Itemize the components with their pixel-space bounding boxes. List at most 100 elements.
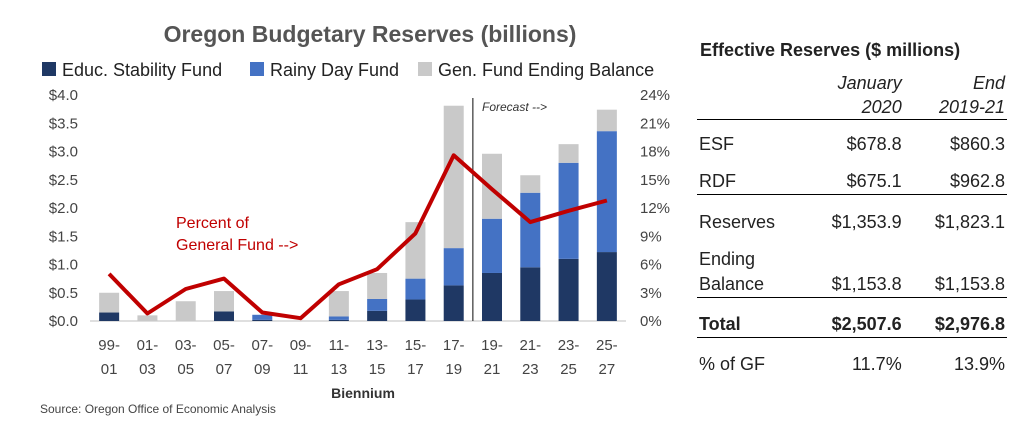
legend-swatch — [250, 62, 264, 76]
x-tick-label: 19 — [445, 361, 462, 378]
y-tick-label: $1.0 — [49, 257, 78, 274]
bar-segment — [596, 252, 617, 321]
bar-segment — [99, 292, 120, 313]
x-tick-label: 21- — [519, 337, 541, 354]
bar-segment — [367, 298, 388, 311]
row-value: $1,153.8 — [934, 273, 1005, 294]
table-header-row-2: 2020 2019-21 — [697, 95, 1007, 120]
row-value: $1,353.9 — [800, 194, 904, 235]
row-value: 11.7% — [800, 336, 904, 377]
bar-segment — [443, 248, 464, 286]
row-value: $678.8 — [846, 134, 902, 154]
x-axis-labels: 99- 01 01- 03 03- 05 05- 07 07- 09 09- 11 11- 13 13- 15… — [98, 337, 617, 378]
chart-legend: Educ. Stability Fund Rainy Day Fund Gen. F… — [42, 60, 654, 80]
x-tick-label: 11 — [293, 361, 309, 378]
y-tick-label: $2.0 — [49, 200, 78, 217]
row-value: $675.1 — [846, 171, 902, 191]
bar-segment — [558, 258, 579, 321]
legend-label: Rainy Day Fund — [270, 60, 399, 80]
bar-segment — [252, 319, 273, 321]
y2-tick-label: 6% — [640, 257, 662, 274]
bar-segment — [328, 316, 349, 320]
bar-segment — [367, 310, 388, 321]
percent-annotation-line2: General Fund --> — [176, 237, 298, 254]
bar-segment — [443, 105, 464, 249]
bar-segment — [405, 278, 426, 300]
x-axis-title: Biennium — [331, 385, 395, 401]
x-tick-label: 25 — [560, 361, 577, 378]
x-tick-label: 19- — [481, 337, 503, 354]
bar-segment — [328, 319, 349, 321]
y-tick-label: $0.0 — [49, 313, 78, 330]
chart-title: Oregon Budgetary Reserves (billions) — [164, 21, 577, 47]
x-tick-label: 21 — [484, 361, 501, 378]
x-tick-label: 17- — [443, 337, 465, 354]
x-tick-label: 09 — [254, 361, 271, 378]
bar-segment — [214, 311, 234, 321]
x-tick-label: 13- — [366, 337, 388, 354]
bar-segment — [367, 272, 388, 299]
table-row-esf: ESF $678.8 $860.3 — [697, 132, 1007, 157]
x-tick-label: 05 — [177, 361, 194, 378]
col1-header-line1: January — [837, 73, 902, 93]
table-row-pct-gf: % of GF 11.7% 13.9% — [697, 336, 1007, 377]
y-tick-label: $2.5 — [49, 172, 78, 189]
source-note: Source: Oregon Office of Economic Analys… — [40, 402, 276, 416]
bar-segment — [482, 272, 502, 321]
x-tick-label: 01 — [101, 361, 118, 378]
legend-label: Educ. Stability Fund — [62, 60, 222, 80]
y2-tick-label: 0% — [640, 313, 662, 330]
y2-tick-label: 3% — [640, 285, 662, 302]
x-tick-label: 11- — [329, 337, 350, 354]
table-header-row: January End — [697, 71, 1007, 95]
bar-segment — [596, 109, 617, 132]
bar-segment — [520, 267, 541, 321]
effective-reserves-table: Effective Reserves ($ millions) January … — [697, 40, 1007, 377]
forecast-label: Forecast --> — [482, 100, 547, 114]
y-tick-label: $3.5 — [49, 115, 78, 132]
row-label: ESF — [699, 134, 735, 154]
table-row-ending-balance: Balance $1,153.8 $1,153.8 — [697, 272, 1007, 298]
bar-segment — [252, 314, 273, 320]
row-value: $1,823.1 — [903, 194, 1007, 235]
y2-tick-label: 18% — [640, 144, 670, 161]
x-tick-label: 13 — [331, 361, 348, 378]
legend-swatch — [42, 62, 56, 76]
row-value: $1,153.8 — [831, 273, 902, 294]
x-tick-label: 07 — [216, 361, 233, 378]
col2-header-line1: End — [972, 73, 1005, 93]
bar-segment — [596, 131, 617, 253]
x-tick-label: 23 — [522, 361, 539, 378]
row-value: 13.9% — [903, 336, 1007, 377]
table-row-reserves: Reserves $1,353.9 $1,823.1 — [697, 194, 1007, 235]
row-label: Reserves — [697, 194, 801, 235]
chart-bars — [99, 105, 617, 321]
percent-gf-line — [107, 153, 608, 321]
col2-header-line2: 2019-21 — [903, 95, 1007, 120]
chart-line — [107, 153, 608, 321]
y2-tick-label: 9% — [640, 228, 662, 245]
x-tick-label: 23- — [558, 337, 580, 354]
table-row-ending-label: Ending — [697, 247, 1007, 272]
x-tick-label: 15 — [369, 361, 386, 378]
y-tick-label: $1.5 — [49, 228, 78, 245]
row-value: $860.3 — [949, 134, 1005, 154]
x-tick-label: 25- — [596, 337, 618, 354]
bar-segment — [328, 291, 349, 317]
bar-segment — [175, 301, 196, 321]
bar-segment — [520, 192, 541, 268]
row-label: Ending — [699, 248, 756, 269]
row-label: Total — [697, 296, 801, 337]
x-tick-label: 17 — [407, 361, 424, 378]
bar-segment — [405, 299, 426, 321]
x-tick-label: 15- — [405, 337, 427, 354]
x-tick-label: 07- — [251, 337, 273, 354]
row-value: $962.8 — [949, 171, 1005, 191]
table-row-total: Total $2,507.6 $2,976.8 — [697, 296, 1007, 337]
bar-segment — [482, 153, 502, 219]
budget-reserves-chart: Oregon Budgetary Reserves (billions) Edu… — [40, 21, 670, 416]
y-tick-label: $4.0 — [49, 87, 78, 104]
y2-tick-label: 12% — [640, 200, 670, 217]
legend-label: Gen. Fund Ending Balance — [438, 60, 654, 80]
x-tick-label: 05- — [213, 337, 235, 354]
